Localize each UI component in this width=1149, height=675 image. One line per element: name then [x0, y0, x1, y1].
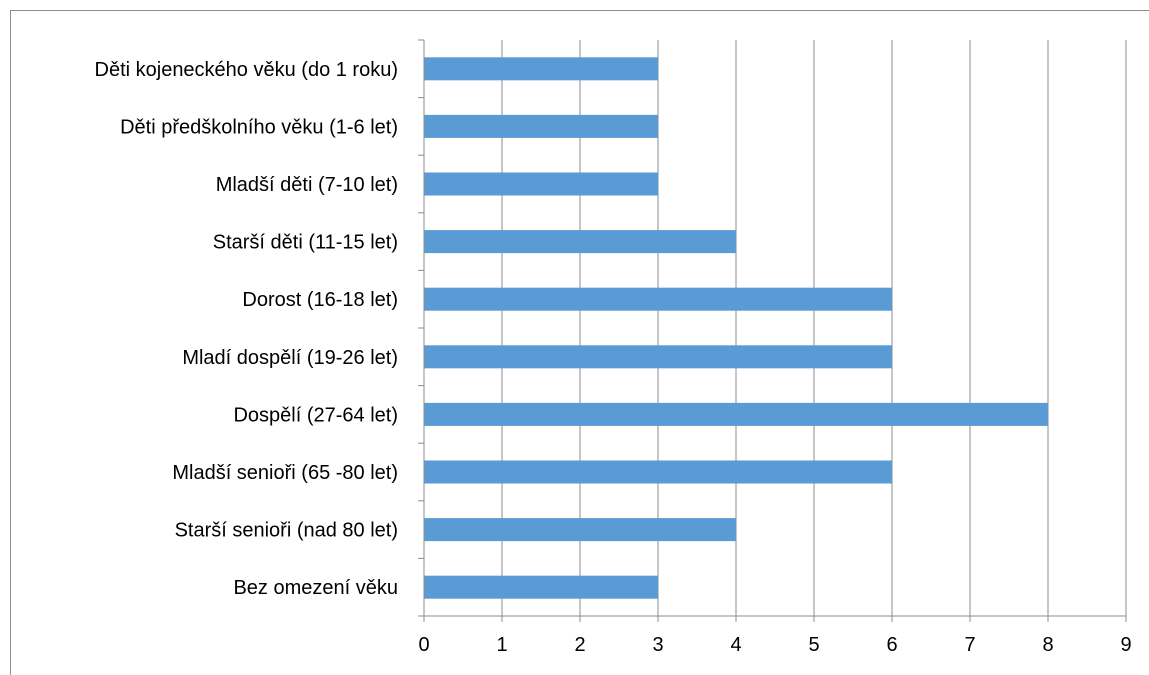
x-tick-label: 2 [574, 634, 585, 656]
bar [424, 575, 658, 599]
bar [424, 114, 658, 138]
bar [424, 172, 658, 196]
category-label: Mladší děti (7-10 let) [216, 174, 398, 196]
category-label: Dospělí (27-64 let) [233, 404, 398, 426]
category-label: Mladí dospělí (19-26 let) [182, 347, 398, 369]
x-tick-label: 9 [1120, 634, 1131, 656]
bars [424, 57, 1048, 599]
x-tick-label: 6 [886, 634, 897, 656]
x-tick-label: 7 [964, 634, 975, 656]
x-tick-label: 4 [730, 634, 741, 656]
x-tick-label: 8 [1042, 634, 1053, 656]
bar [424, 287, 892, 311]
x-tick-label: 3 [652, 634, 663, 656]
category-label: Bez omezení věku [233, 577, 398, 599]
bar [424, 57, 658, 81]
category-label: Starší děti (11-15 let) [213, 232, 398, 254]
axes [418, 39, 1127, 622]
x-tick-labels: 0 1 2 3 4 5 6 7 8 9 [418, 634, 1131, 656]
bar [424, 230, 736, 254]
category-label: Dorost (16-18 let) [242, 289, 398, 311]
x-tick-label: 0 [418, 634, 429, 656]
category-labels: Děti kojeneckého věku (do 1 roku) Děti př… [95, 59, 399, 599]
category-label: Starší senioři (nad 80 let) [175, 520, 398, 542]
bar [424, 402, 1048, 426]
category-label: Mladší senioři (65 -80 let) [172, 462, 398, 484]
bar [424, 518, 736, 542]
x-tick-label: 1 [496, 634, 507, 656]
category-label: Děti předškolního věku (1-6 let) [120, 116, 398, 138]
bar [424, 345, 892, 369]
bar [424, 460, 892, 484]
category-label: Děti kojeneckého věku (do 1 roku) [95, 59, 399, 81]
x-tick-label: 5 [808, 634, 819, 656]
